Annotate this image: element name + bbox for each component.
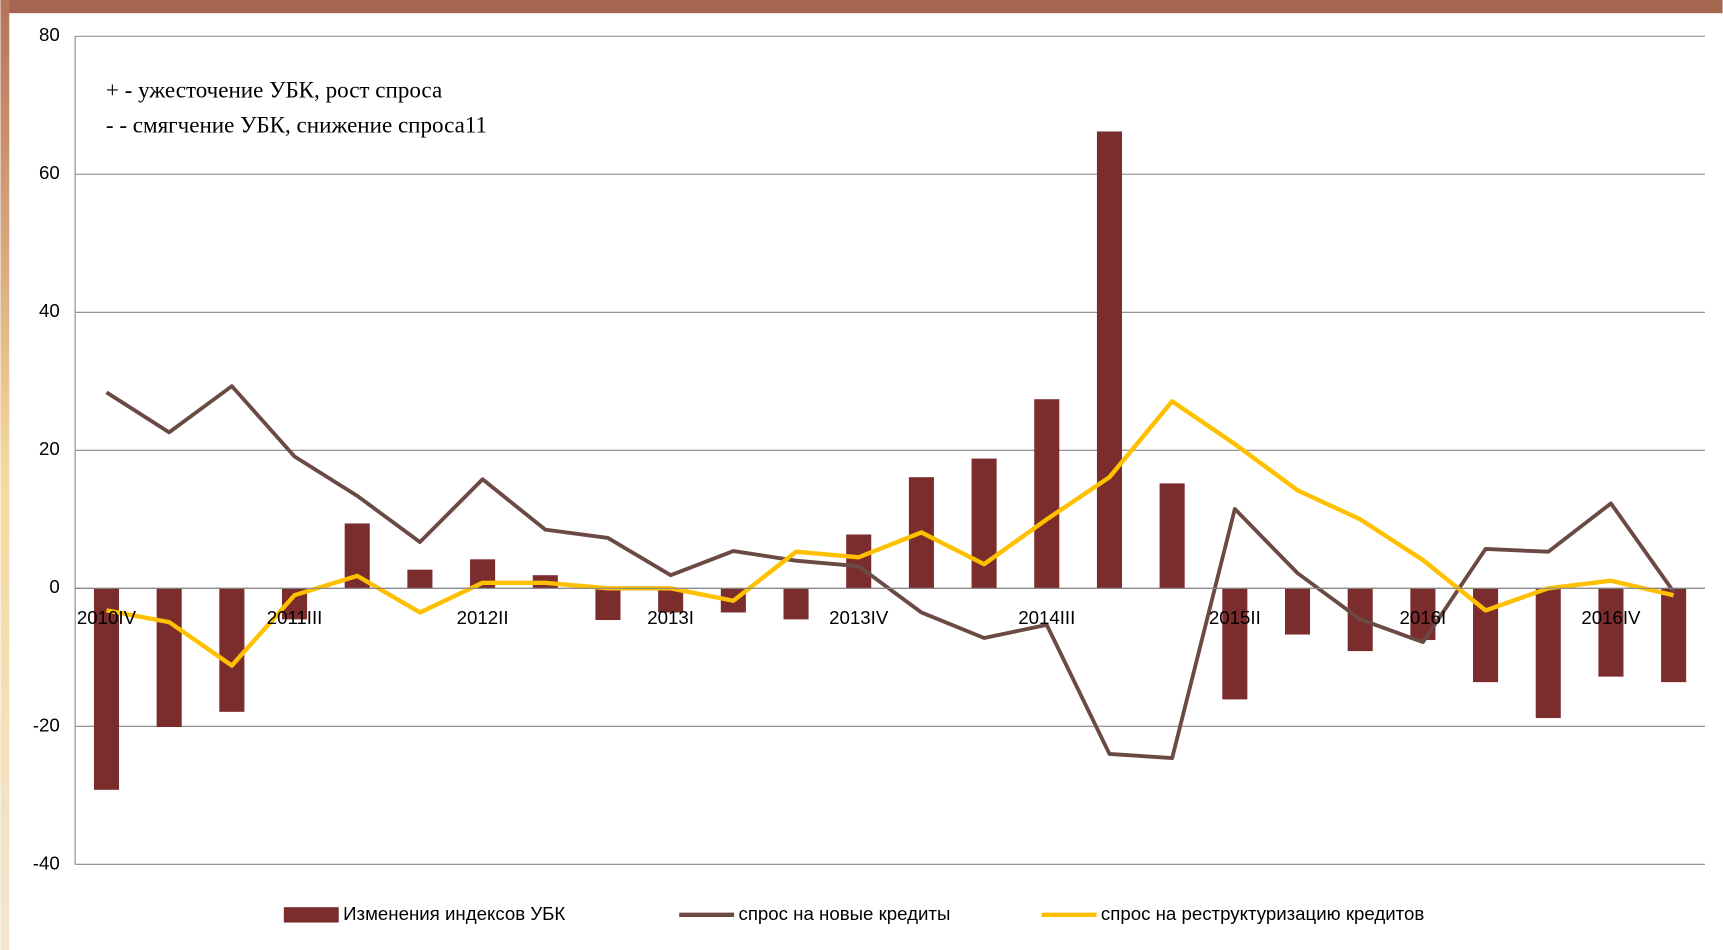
- x-tick-label: 2014III: [1018, 607, 1075, 628]
- bar: [1034, 399, 1060, 589]
- legend-label: Изменения индексов УБК: [343, 903, 565, 924]
- bar: [1598, 588, 1624, 677]
- bar: [846, 534, 872, 589]
- bar: [971, 458, 997, 589]
- bar: [783, 588, 809, 620]
- annotation: + - ужесточение УБК, рост спроса: [106, 77, 442, 103]
- y-tick-label: 80: [39, 24, 60, 45]
- line: [106, 399, 1675, 668]
- bar: [595, 588, 621, 621]
- x-tick-label: 2013IV: [829, 607, 889, 628]
- bar: [93, 588, 120, 790]
- y-tick-label: -20: [33, 714, 60, 735]
- x-tick-label: 2013I: [647, 607, 694, 628]
- line: [105, 384, 1676, 760]
- y-tick-label: 0: [49, 576, 59, 597]
- y-tick-label: 20: [39, 438, 60, 459]
- bar: [1535, 588, 1561, 719]
- y-tick-label: -40: [33, 852, 60, 873]
- x-tick-label: 2016I: [1400, 607, 1447, 628]
- top-border: [0, 0, 1723, 14]
- left-border: [0, 0, 10, 950]
- bar: [1661, 588, 1687, 683]
- bar: [658, 588, 684, 613]
- bar: [219, 588, 245, 712]
- bar: [156, 588, 182, 728]
- bar: [1159, 483, 1185, 589]
- legend-swatch: [283, 907, 339, 923]
- y-tick-label: 60: [39, 162, 60, 183]
- x-tick-label: 2010IV: [77, 607, 137, 628]
- x-tick-label: 2012II: [457, 607, 509, 628]
- legend-label: спрос на новые кредиты: [738, 903, 950, 924]
- annotation: - - смягчение УБК, снижение спроса11: [106, 112, 487, 138]
- x-tick-label: 2016IV: [1581, 607, 1641, 628]
- bar: [1222, 588, 1248, 700]
- bar: [1096, 131, 1122, 589]
- x-tick-label: 2015II: [1209, 607, 1261, 628]
- y-tick-label: 40: [39, 300, 60, 321]
- legend-label: спрос на реструктуризацию кредитов: [1101, 903, 1424, 924]
- x-tick-label: 2011III: [267, 607, 323, 628]
- bar: [407, 569, 433, 589]
- bar: [1284, 588, 1311, 635]
